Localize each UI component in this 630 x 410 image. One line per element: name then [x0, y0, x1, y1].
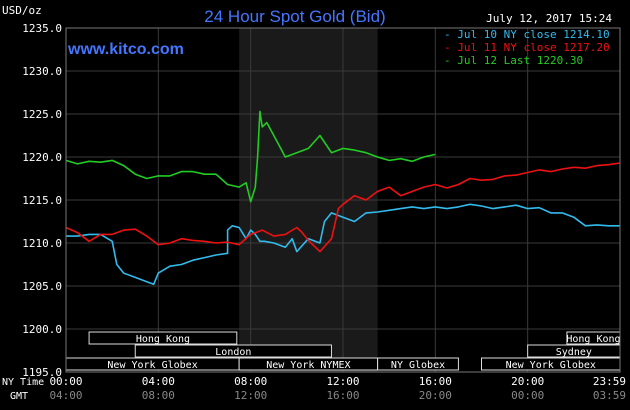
y-tick-label: 1215.0	[22, 194, 62, 207]
chart-title: 24 Hour Spot Gold (Bid)	[204, 7, 385, 26]
x-tick-label-gmt: 00:00	[511, 389, 544, 402]
legend-entry: - Jul 10 NY close 1214.10	[444, 28, 610, 41]
legend-label: Jul 12 Last 1220.30	[457, 54, 583, 67]
legend-marker: -	[444, 41, 457, 54]
x-tick-label-ny: 04:00	[142, 375, 175, 388]
x-tick-label-gmt: 16:00	[326, 389, 359, 402]
gmt-row-label: GMT	[10, 391, 28, 402]
session-label: New York Globex	[107, 360, 197, 371]
series-line-1	[65, 162, 621, 253]
session-label: Sydney	[556, 347, 592, 358]
x-tick-label-ny: 23:59	[593, 375, 626, 388]
y-axis-label: USD/oz	[2, 4, 42, 17]
session-label: London	[215, 347, 251, 358]
session-box	[377, 357, 459, 371]
legend-label: Jul 10 NY close 1214.10	[457, 28, 609, 41]
y-tick-label: 1220.0	[22, 151, 62, 164]
ny-time-row-label: NY Time	[2, 377, 44, 388]
legend-entry: - Jul 11 NY close 1217.20	[444, 41, 610, 54]
session-label: New York NYMEX	[266, 360, 350, 371]
session-label: NY Globex	[391, 360, 445, 371]
legend: - Jul 10 NY close 1214.10- Jul 11 NY clo…	[444, 28, 610, 67]
x-tick-label-ny: 00:00	[49, 375, 82, 388]
x-tick-label-gmt: 03:59	[593, 389, 626, 402]
y-tick-label: 1225.0	[22, 108, 62, 121]
y-tick-label: 1200.0	[22, 323, 62, 336]
session-box	[88, 331, 238, 345]
x-tick-label-gmt: 04:00	[49, 389, 82, 402]
plot-frame	[65, 27, 621, 373]
series-line-0	[66, 203, 620, 286]
timestamp-label: July 12, 2017 15:24	[486, 12, 612, 25]
x-tick-label-gmt: 20:00	[419, 389, 452, 402]
x-tick-label-gmt: 12:00	[234, 389, 267, 402]
legend-label: Jul 11 NY close 1217.20	[457, 41, 609, 54]
x-tick-label-ny: 08:00	[234, 375, 267, 388]
y-tick-label: 1235.0	[22, 22, 62, 35]
x-tick-label-ny: 16:00	[419, 375, 452, 388]
session-label: Hong Kong	[136, 334, 190, 345]
watermark-label: www.kitco.com	[67, 41, 184, 58]
x-tick-label-ny: 20:00	[511, 375, 544, 388]
y-tick-label: 1210.0	[22, 237, 62, 250]
y-tick-label: 1230.0	[22, 65, 62, 78]
y-tick-label: 1205.0	[22, 280, 62, 293]
session-label: Hong Kong	[566, 334, 620, 345]
x-tick-label-ny: 12:00	[326, 375, 359, 388]
session-box	[134, 344, 332, 358]
session-label: New York Globex	[506, 360, 596, 371]
legend-marker: -	[444, 28, 457, 41]
y-tick-label: 1195.0	[22, 366, 62, 379]
series-line-2	[65, 110, 436, 203]
legend-marker: -	[444, 54, 457, 67]
legend-entry: - Jul 12 Last 1220.30	[444, 54, 583, 67]
x-tick-label-gmt: 08:00	[142, 389, 175, 402]
